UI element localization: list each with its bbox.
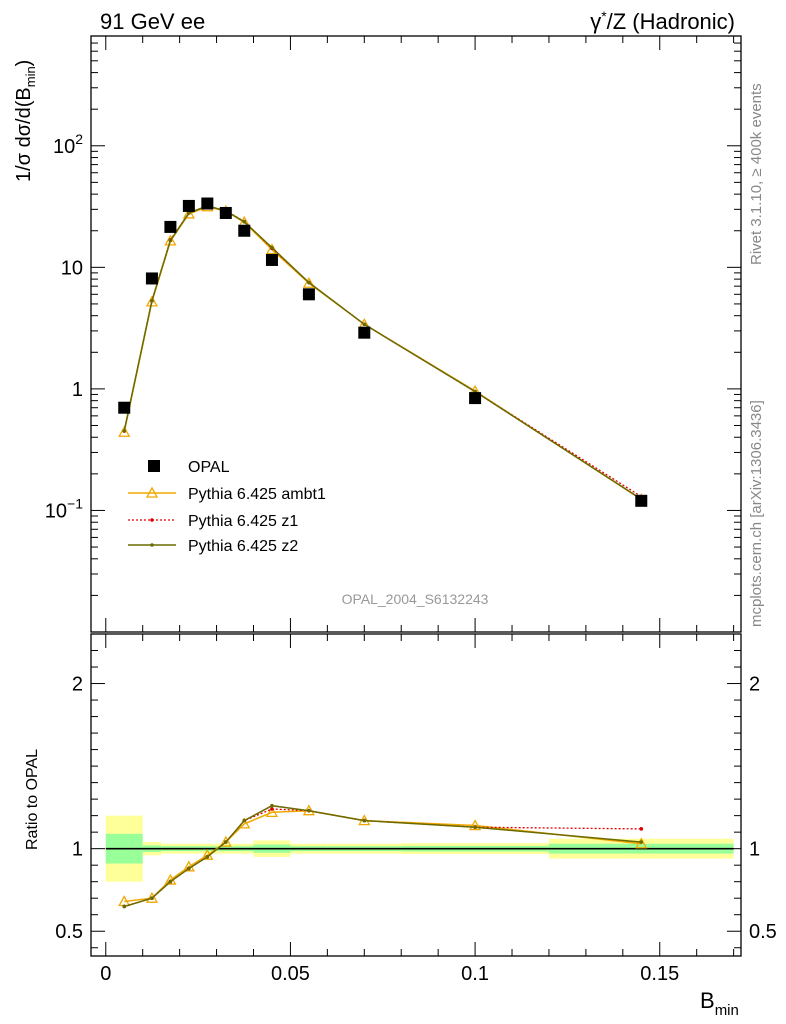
main-panel-frame xyxy=(90,35,742,633)
series-pythia-6-425-z2-point xyxy=(307,808,311,813)
series-pythia-6-425-ambt1-point xyxy=(219,835,232,847)
series-pythia-6-425-z1-point xyxy=(639,827,644,831)
series-pythia-6-425-z2-point xyxy=(122,429,127,433)
x-tick-label: 0 xyxy=(100,963,111,985)
series-pythia-6-425-z2-point xyxy=(473,825,477,829)
ratio-uncertainty-bands xyxy=(105,815,734,882)
series-pythia-6-425-z2-point xyxy=(187,211,191,215)
legend-ambt1-marker xyxy=(145,486,159,498)
series-pythia-6-425-ambt1-point xyxy=(265,805,279,817)
series-pythia-6-425-z2-point xyxy=(224,840,228,844)
header-left: 91 GeV ee xyxy=(100,9,205,34)
series-opal-point xyxy=(201,197,214,210)
series-pythia-6-425-z2-point xyxy=(168,879,173,884)
series-opal-point xyxy=(164,220,177,233)
x-tick-label: 0.05 xyxy=(271,963,310,985)
legend-opal-marker xyxy=(148,460,160,472)
series-opal-point xyxy=(302,288,315,301)
ratio-y-tick-label: 1 xyxy=(72,839,83,861)
series-pythia-6-425-z2-point xyxy=(187,866,191,871)
series-pythia-6-425-ambt1-point xyxy=(302,276,316,288)
main-y-axis-title: 1/σ dσ/d(Bmin) xyxy=(13,60,38,182)
series-opal-point xyxy=(265,253,278,266)
series-pythia-6-425-z2-point xyxy=(270,245,274,250)
series-pythia-6-425-z2-point xyxy=(122,904,127,909)
series-pythia-6-425-ambt1-point xyxy=(635,837,648,849)
series-pythia-6-425-ambt1-point xyxy=(118,425,131,437)
series-opal-point xyxy=(635,494,648,507)
series-opal-point xyxy=(118,401,131,414)
legend: OPAL Pythia 6.425 ambt1 Pythia 6.425 z1 … xyxy=(128,459,326,555)
series-pythia-6-425-z2-point xyxy=(150,299,154,303)
ratio-y-tick-label-right: 1 xyxy=(749,839,760,861)
legend-z1-marker xyxy=(150,518,154,522)
ratio-y-ticks: 0.5 0.5 1 1 2 2 xyxy=(55,633,777,949)
analysis-watermark: OPAL_2004_S6132243 xyxy=(342,591,489,607)
series-pythia-6-425-z1-line xyxy=(123,205,642,498)
series-pythia-6-425-z2-point xyxy=(362,818,367,823)
main-y-tick-label: 102 xyxy=(53,131,83,158)
series-pythia-6-425-ambt1-point xyxy=(164,234,177,246)
series-pythia-6-425-z1-point xyxy=(270,807,274,811)
legend-z1-label: Pythia 6.425 z1 xyxy=(188,513,298,530)
main-y-tick-label: 1 xyxy=(72,379,83,401)
series-pythia-6-425-z2-point xyxy=(168,238,173,243)
series-pythia-6-425-z2-point xyxy=(362,322,367,327)
series-pythia-6-425-ambt1-line xyxy=(123,206,642,501)
legend-opal-label: OPAL xyxy=(188,459,230,476)
ratio-x-ticks: 0 0.05 0.1 0.15 xyxy=(100,634,735,985)
series-pythia-6-425-z2-point xyxy=(150,896,154,901)
legend-z2-label: Pythia 6.425 z2 xyxy=(188,538,298,555)
series-pythia-6-425-ambt1-point xyxy=(182,207,195,219)
series-pythia-6-425-ambt1-point xyxy=(145,295,159,307)
header-right: γ*/Z (Hadronic) xyxy=(590,8,735,34)
legend-z2-marker xyxy=(150,543,154,547)
x-axis-title: Bmin xyxy=(700,988,739,1019)
main-x-ticks xyxy=(105,36,735,632)
ratio-y-tick-label: 2 xyxy=(72,674,83,696)
rivet-version-label: Rivet 3.1.10, ≥ 400k events xyxy=(748,83,765,265)
ratio-series-group xyxy=(118,803,648,909)
ratio-panel-frame xyxy=(90,633,742,957)
main-series-group xyxy=(118,197,648,507)
series-opal-point xyxy=(469,392,482,405)
series-opal-point xyxy=(238,224,251,237)
ratio-y-tick-label-right: 0.5 xyxy=(749,921,777,943)
series-pythia-6-425-z2-point xyxy=(270,803,274,808)
series-pythia-6-425-z2-line xyxy=(123,804,642,908)
ratio-y-tick-label-right: 2 xyxy=(749,674,760,696)
ratio-y-tick-label: 0.5 xyxy=(55,921,83,943)
series-pythia-6-425-ambt1-point xyxy=(145,891,159,903)
main-y-ticks: 10−1 1 10 102 xyxy=(45,35,741,633)
x-tick-label: 0.15 xyxy=(640,963,679,985)
series-pythia-6-425-z2-point xyxy=(242,219,247,224)
legend-ambt1-label: Pythia 6.425 ambt1 xyxy=(188,486,326,503)
series-opal-point xyxy=(219,206,232,219)
x-tick-label: 0.1 xyxy=(461,963,489,985)
main-y-tick-label: 10−1 xyxy=(45,495,83,522)
series-pythia-6-425-z2-point xyxy=(205,855,210,859)
series-opal-point xyxy=(358,326,371,339)
ratio-y-axis-title: Ratio to OPAL xyxy=(24,749,41,850)
series-pythia-6-425-ambt1-point xyxy=(468,819,482,831)
mcplots-label: mcplots.cern.ch [arXiv:1306.3436] xyxy=(748,400,765,627)
series-opal-point xyxy=(182,199,195,212)
series-pythia-6-425-z2-point xyxy=(307,280,311,285)
series-pythia-6-425-z2-line xyxy=(123,205,642,500)
main-y-tick-label: 10 xyxy=(61,257,83,279)
series-pythia-6-425-z2-point xyxy=(242,818,247,823)
series-pythia-6-425-z2-point xyxy=(639,840,644,844)
series-opal-point xyxy=(145,272,158,285)
